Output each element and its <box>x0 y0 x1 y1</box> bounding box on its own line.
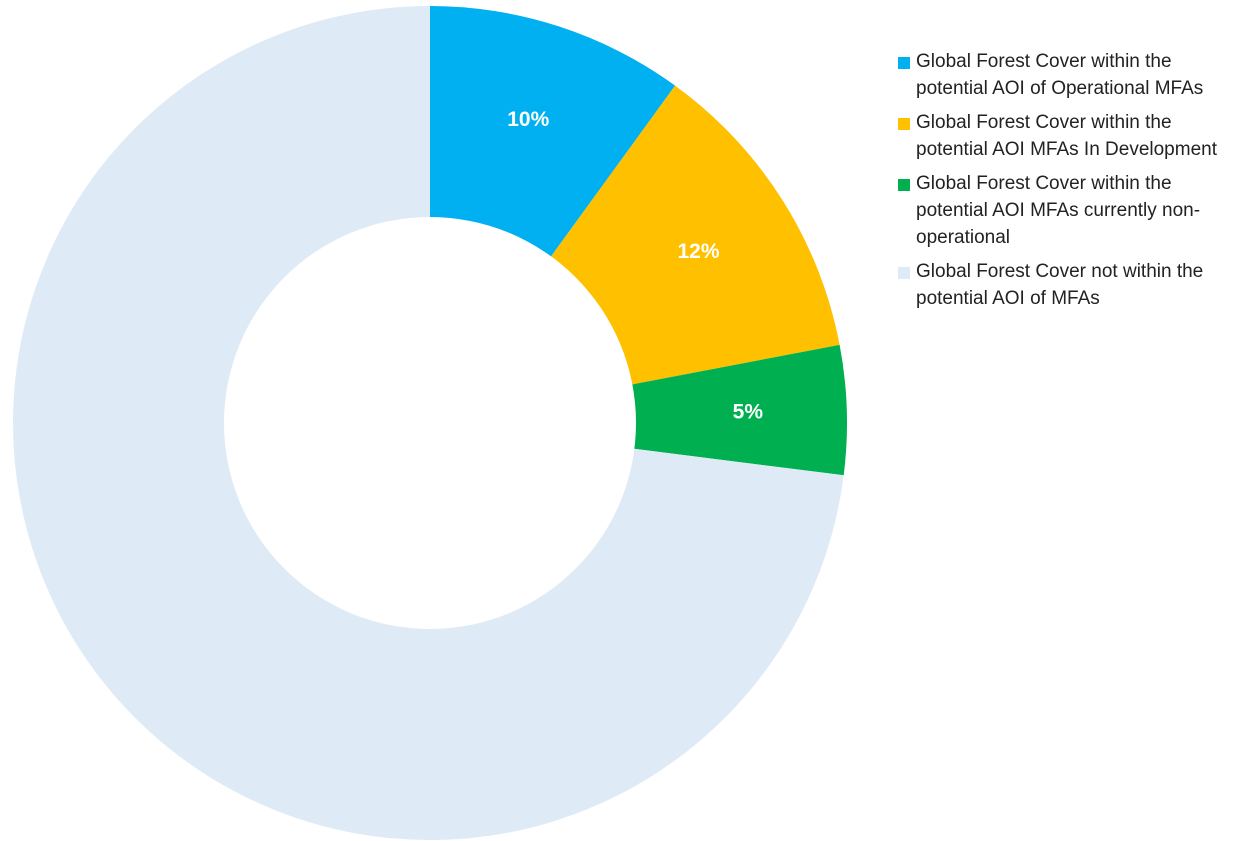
legend-swatch-icon <box>898 267 910 279</box>
slice-labels: 10% 12% 5% <box>507 108 763 423</box>
legend-swatch-icon <box>898 118 910 130</box>
legend-swatch-icon <box>898 179 910 191</box>
legend-item-2: Global Forest Cover within the potential… <box>896 109 1241 163</box>
legend-label: Global Forest Cover not within the poten… <box>916 261 1204 309</box>
slice-label-3: 5% <box>733 401 764 424</box>
slice-label-2: 12% <box>677 240 719 263</box>
donut-hole <box>224 217 636 629</box>
chart-legend: Global Forest Cover within the potential… <box>896 48 1241 319</box>
legend-swatch-icon <box>898 57 910 69</box>
donut-slice-3 <box>430 344 847 476</box>
slice-label-1: 10% <box>507 108 549 131</box>
legend-item-1: Global Forest Cover within the potential… <box>896 48 1241 102</box>
legend-label: Global Forest Cover within the potential… <box>916 173 1201 248</box>
legend-label: Global Forest Cover within the potential… <box>916 51 1204 99</box>
legend-item-4: Global Forest Cover not within the poten… <box>896 258 1241 312</box>
donut-chart: 10% 12% 5% <box>13 5 847 840</box>
legend-item-3: Global Forest Cover within the potential… <box>896 170 1241 251</box>
legend-label: Global Forest Cover within the potential… <box>916 112 1217 160</box>
